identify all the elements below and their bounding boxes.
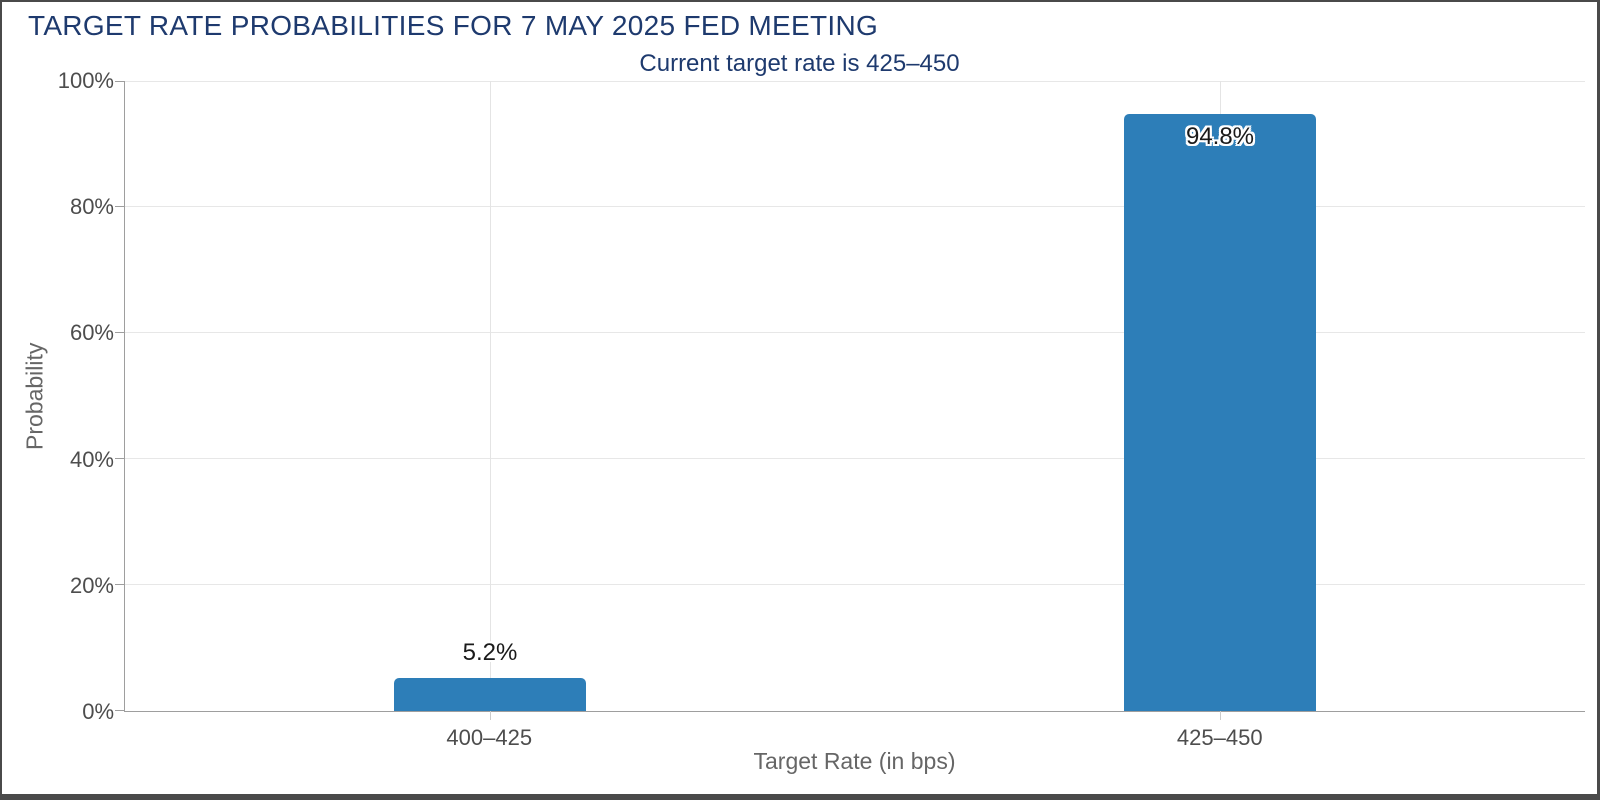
y-axis-tick-labels: 0% 20% 40% 60% 80% 100%: [2, 70, 124, 723]
y-tick-label-40: 40%: [69, 446, 114, 472]
y-tick-mark-80: [115, 206, 124, 207]
gridline-v-category-1: [490, 81, 491, 711]
gridline-h-40: [125, 458, 1585, 459]
gridline-h-60: [125, 332, 1585, 333]
plot-area: 5.2% 94.8%: [115, 81, 1585, 720]
y-tick-label-100: 100%: [57, 68, 114, 93]
y-tick-mark-60: [115, 332, 124, 333]
bar-value-label-400-425: 5.2%: [462, 639, 518, 666]
y-tick-label-80: 80%: [69, 194, 114, 220]
bar-425-450[interactable]: 94.8%: [1124, 114, 1316, 711]
gridline-h-80: [125, 206, 1585, 207]
x-tick-mark-425-450: [1220, 711, 1221, 720]
x-tick-label-400-425: 400–425: [446, 725, 533, 750]
x-axis-title: Target Rate (in bps): [753, 748, 956, 774]
gridline-h-20: [125, 584, 1585, 585]
y-tick-mark-40: [115, 458, 124, 459]
x-tick-label-425-450: 425–450: [1176, 725, 1263, 750]
x-axis-tick-labels: 400–425 425–450: [124, 712, 1585, 752]
chart-title: TARGET RATE PROBABILITIES FOR 7 MAY 2025…: [28, 10, 879, 41]
x-tick-mark-400-425: [490, 711, 491, 720]
y-tick-label-60: 60%: [69, 320, 114, 346]
y-tick-label-0: 0%: [82, 699, 114, 724]
y-tick-mark-0: [115, 710, 124, 711]
bar-value-label-425-450: 94.8%: [1185, 123, 1255, 150]
gridline-h-100: [125, 81, 1585, 82]
y-tick-label-20: 20%: [69, 572, 114, 598]
bar-400-425[interactable]: 5.2%: [394, 639, 586, 711]
y-tick-mark-20: [115, 584, 124, 585]
chart-subtitle: Current target rate is 425–450: [639, 50, 960, 77]
y-tick-mark-100: [115, 81, 124, 82]
